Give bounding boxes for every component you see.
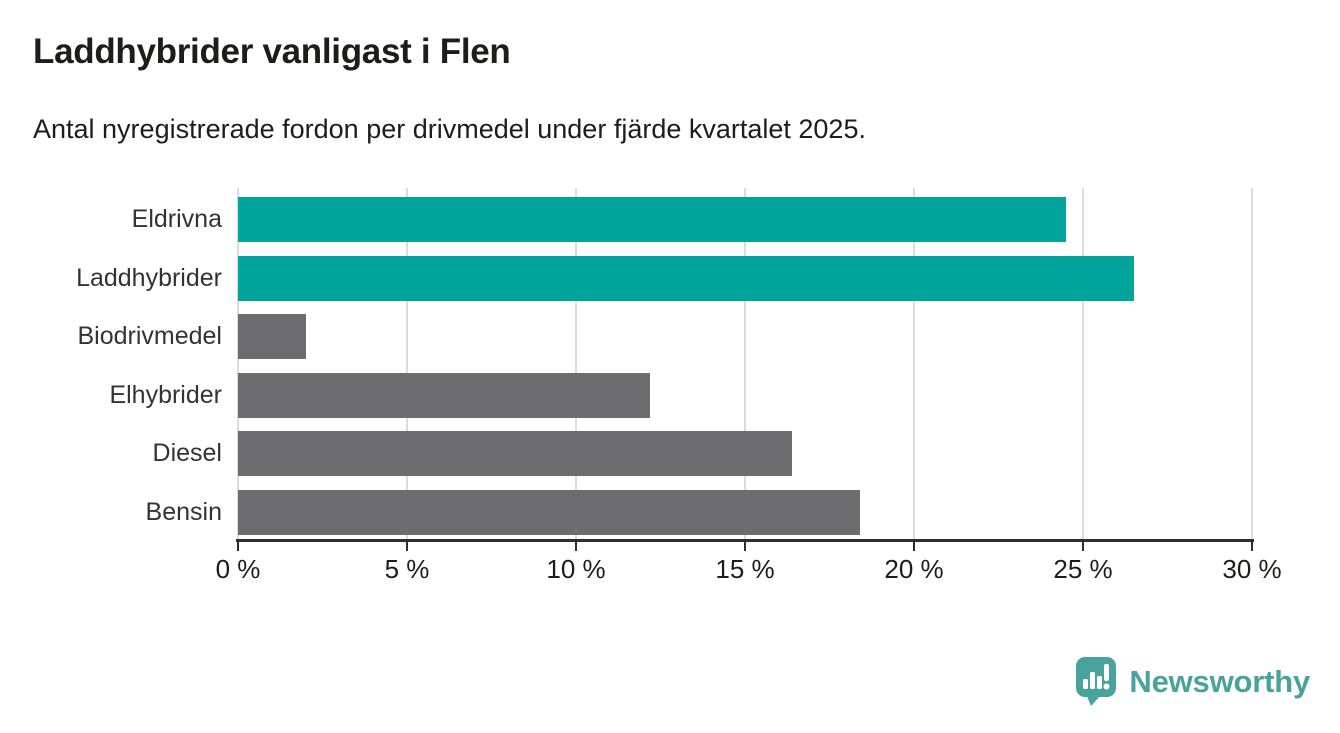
x-axis-line [236,539,1254,542]
x-tick [744,542,746,551]
gridline [744,188,746,540]
x-tick [1251,542,1253,551]
x-tick [237,542,239,551]
newsworthy-logo-icon [1076,657,1117,706]
category-label: Bensin [145,497,222,526]
x-tick-label: 25 % [1053,554,1113,584]
bar-diesel [238,431,793,476]
x-tick [575,542,577,551]
x-tick-label: 15 % [715,554,775,584]
bar-chart: Eldrivna Laddhybrider Biodrivmedel Elhybrid… [0,186,1340,616]
chart-subtitle: Antal nyregistrerade fordon per drivmede… [33,114,866,144]
category-label: Biodrivmedel [77,322,222,350]
x-tick-label: 5 % [384,554,430,584]
x-tick [913,542,915,551]
category-label: Eldrivna [131,205,222,233]
gridline [1082,188,1084,540]
newsworthy-logo: Newsworthy [1074,656,1310,707]
gridline [1251,188,1253,540]
category-label: Laddhybrider [76,263,222,292]
plot-area [237,186,1253,540]
x-tick [1082,542,1084,551]
bar-biodrivmedel [238,314,306,359]
category-label: Diesel [152,439,222,467]
bar-eldrivna [238,197,1067,242]
gridline [406,188,408,540]
x-tick-label: 30 % [1222,554,1282,584]
bar-elhybrider [238,372,651,418]
gridline [237,188,239,540]
x-tick-label: 20 % [884,554,944,584]
x-tick-label: 0 % [215,554,261,584]
x-tick-label: 10 % [546,554,606,584]
page-title: Laddhybrider vanligast i Flen [33,32,511,71]
logo-text: Newsworthy [1129,663,1310,699]
category-label: Elhybrider [109,380,222,409]
gridline [913,188,915,540]
x-tick [406,542,408,551]
gridline [575,188,577,540]
bar-bensin [238,489,860,535]
bar-laddhybrider [238,255,1134,301]
